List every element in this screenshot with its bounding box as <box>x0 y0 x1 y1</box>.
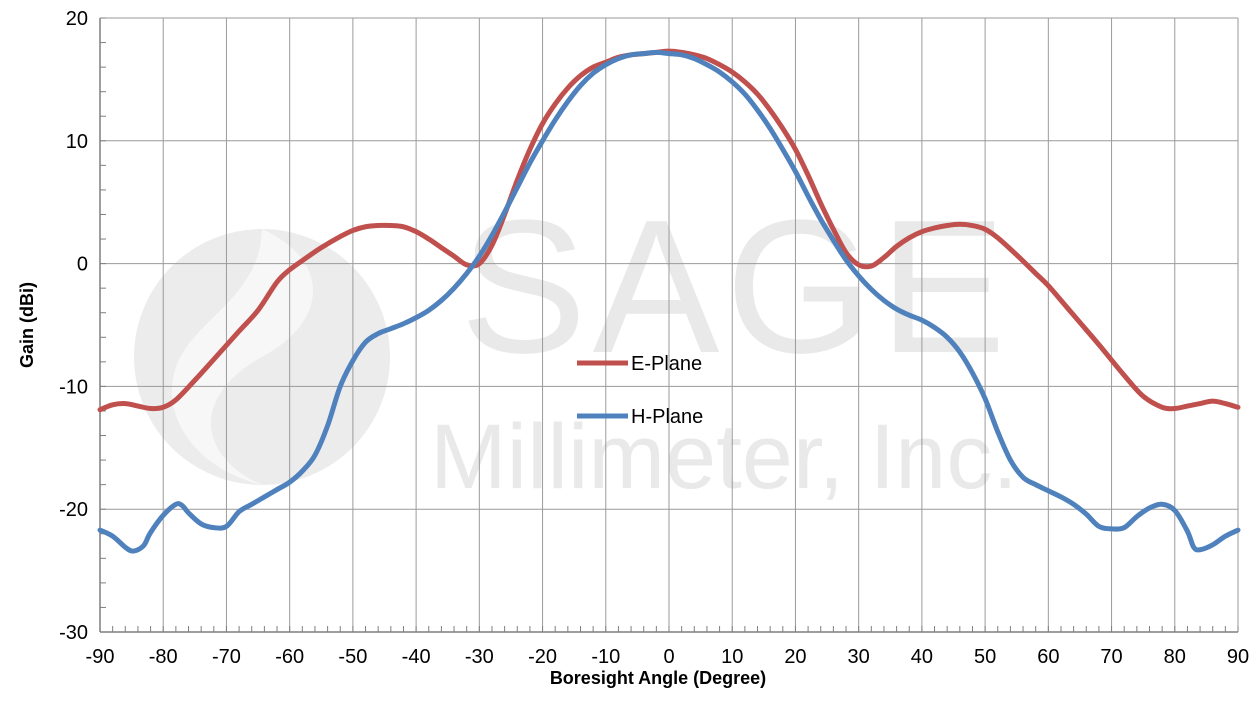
x-tick-label: -30 <box>465 646 494 668</box>
x-tick-label: 50 <box>974 646 996 668</box>
legend-label-h-plane: H-Plane <box>631 406 703 428</box>
y-tick-label: -20 <box>59 499 88 521</box>
y-axis-title: Gain (dBi) <box>17 282 37 368</box>
x-tick-label: -60 <box>275 646 304 668</box>
x-tick-label: 0 <box>663 646 674 668</box>
x-tick-label: 30 <box>848 646 870 668</box>
watermark-line2: Millimeter, Inc. <box>430 406 1018 508</box>
x-axis-title: Boresight Angle (Degree) <box>550 668 766 688</box>
x-tick-label: -50 <box>338 646 367 668</box>
x-tick-label: 20 <box>784 646 806 668</box>
y-tick-label: 20 <box>66 8 88 30</box>
x-tick-labels: -90 -80 -70 -60 -50 -40 -30 -20 -10 0 10 20 30 40 50 60… <box>86 646 1250 668</box>
x-tick-label: -20 <box>528 646 557 668</box>
x-tick-label: -90 <box>86 646 115 668</box>
y-tick-label: 10 <box>66 131 88 153</box>
series-line-h-plane <box>97 49 1241 554</box>
watermark-line1: SAGE <box>460 181 1012 393</box>
legend: E-Plane H-Plane <box>577 353 703 428</box>
y-tick-label: 0 <box>77 254 88 276</box>
x-tick-label: -80 <box>149 646 178 668</box>
x-tick-label: -10 <box>591 646 620 668</box>
x-tick-label: 90 <box>1227 646 1249 668</box>
x-tick-label: 40 <box>911 646 933 668</box>
y-tick-label: -30 <box>59 622 88 644</box>
x-tick-label: 10 <box>721 646 743 668</box>
series-layer <box>97 48 1241 554</box>
x-tick-label: -70 <box>212 646 241 668</box>
legend-label-e-plane: E-Plane <box>631 353 702 375</box>
watermark-logo: SAGE Millimeter, Inc. <box>134 181 1018 508</box>
x-tick-label: -40 <box>402 646 431 668</box>
x-tick-label: 70 <box>1100 646 1122 668</box>
x-tick-label: 60 <box>1037 646 1059 668</box>
x-tick-label: 80 <box>1164 646 1186 668</box>
y-tick-labels: -30 -20 -10 0 10 20 <box>59 8 88 644</box>
y-tick-label: -10 <box>59 376 88 398</box>
